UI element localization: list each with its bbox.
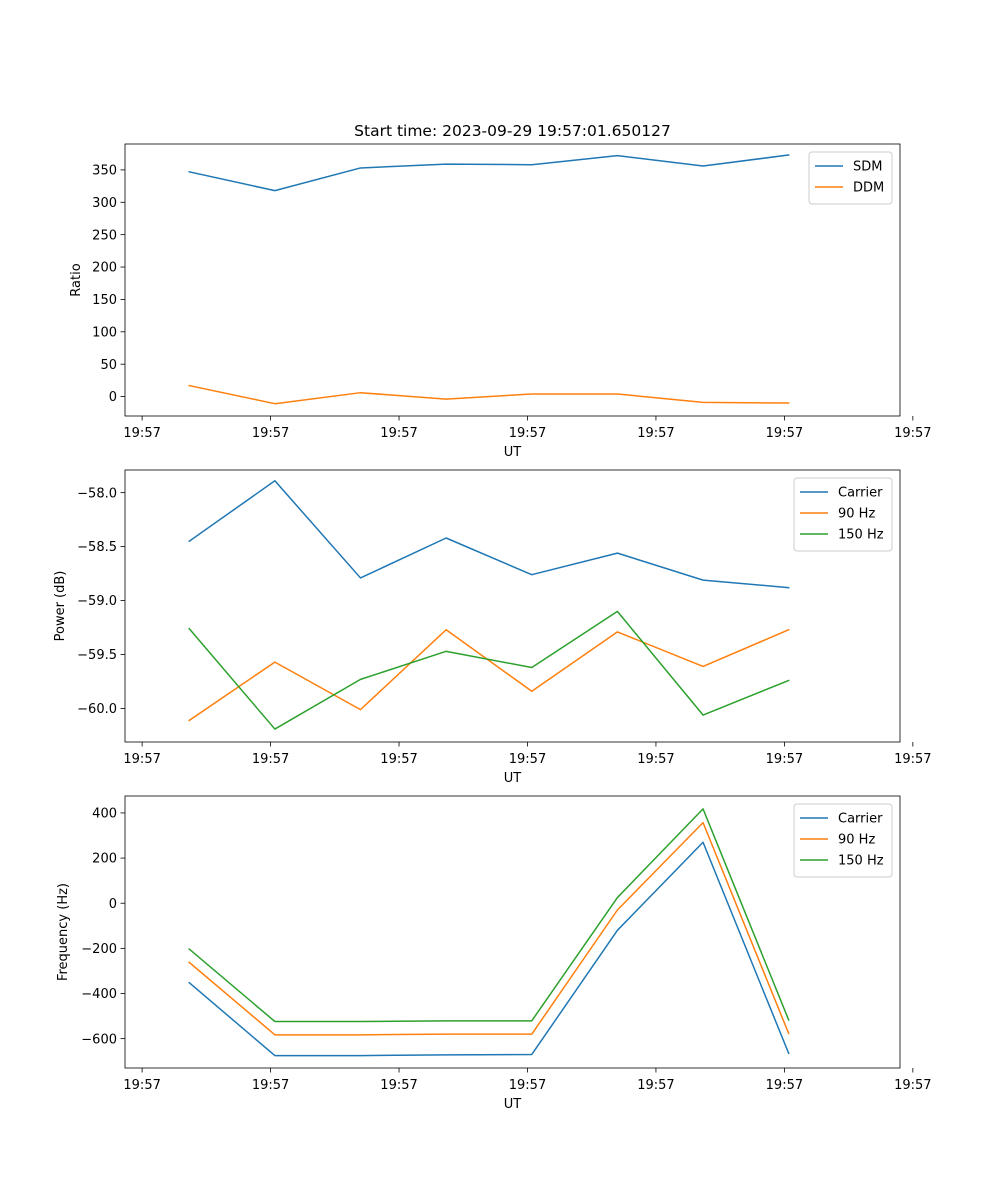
x-tick-label: 19:57 — [123, 752, 160, 767]
x-tick-label: 19:57 — [123, 426, 160, 441]
x-tick-label: 19:57 — [637, 426, 674, 441]
legend-label: Carrier — [838, 812, 883, 827]
y-tick-label: 350 — [92, 164, 117, 179]
x-tick-label: 19:57 — [637, 1078, 674, 1093]
legend: Carrier 90 Hz 150 Hz — [793, 477, 893, 552]
legend-label: Carrier — [838, 486, 883, 501]
x-tick-label: 19:57 — [380, 1078, 417, 1093]
series-line-carrier — [188, 480, 790, 589]
series-line-90-hz — [188, 628, 790, 722]
y-tick-label: −59.0 — [77, 594, 117, 609]
x-tick-label: 19:57 — [123, 1078, 160, 1093]
chart-panel-1: 19:57 19:57 19:57 19:57 19:57 19:57 19:57 0 50 10… — [69, 122, 932, 460]
legend-box — [793, 477, 893, 552]
x-tick-label: 19:57 — [252, 752, 289, 767]
series-line-sdm — [188, 154, 790, 192]
legend: SDM DDM — [808, 151, 893, 205]
x-tick-label: 19:57 — [509, 426, 546, 441]
series-line-90-hz — [188, 821, 790, 1036]
legend-label: 150 Hz — [838, 528, 884, 543]
x-tick-label: 19:57 — [766, 426, 803, 441]
y-tick-label: −400 — [81, 987, 117, 1002]
x-tick-label: 19:57 — [380, 426, 417, 441]
y-tick-label: −600 — [81, 1032, 117, 1047]
legend: Carrier 90 Hz 150 Hz — [793, 803, 893, 878]
y-tick-label: −59.5 — [77, 648, 117, 663]
y-tick-label: −200 — [81, 942, 117, 957]
x-tick-label: 19:57 — [509, 752, 546, 767]
legend-box — [808, 151, 893, 205]
x-tick-label: 19:57 — [252, 1078, 289, 1093]
y-tick-label: 100 — [92, 325, 117, 340]
chart-title: Start time: 2023-09-29 19:57:01.650127 — [354, 122, 671, 140]
legend-box — [793, 803, 893, 878]
y-tick-label: 300 — [92, 196, 117, 211]
legend-label: SDM — [853, 160, 882, 175]
x-tick-label: 19:57 — [766, 752, 803, 767]
x-axis-label: UT — [504, 771, 522, 786]
series-line-carrier — [188, 841, 790, 1057]
y-tick-label: 200 — [92, 261, 117, 276]
y-tick-label: −60.0 — [77, 702, 117, 717]
series-line-ddm — [188, 384, 790, 405]
legend-label: DDM — [853, 181, 884, 196]
legend-label: 150 Hz — [838, 854, 884, 869]
y-axis-label: Frequency (Hz) — [56, 883, 71, 981]
y-axis-label: Ratio — [69, 263, 84, 296]
x-tick-label: 19:57 — [252, 426, 289, 441]
y-tick-label: 50 — [100, 358, 117, 373]
x-axis-label: UT — [504, 445, 522, 460]
x-tick-label: 19:57 — [766, 1078, 803, 1093]
series-line-150-hz — [188, 610, 790, 730]
y-axis-label: Power (dB) — [53, 571, 68, 642]
y-tick-label: 200 — [92, 852, 117, 867]
y-tick-label: 0 — [109, 390, 117, 405]
y-tick-label: 250 — [92, 228, 117, 243]
chart-panel-2: 19:57 19:57 19:57 19:57 19:57 19:57 19:57 −60.0… — [53, 469, 932, 786]
x-tick-label: 19:57 — [637, 752, 674, 767]
axes-frame — [124, 143, 901, 417]
axes-frame — [124, 469, 901, 743]
legend-label: 90 Hz — [838, 507, 875, 522]
x-axis-label: UT — [504, 1097, 522, 1112]
y-tick-label: 0 — [109, 897, 117, 912]
y-tick-label: −58.5 — [77, 540, 117, 555]
legend-label: 90 Hz — [838, 833, 875, 848]
x-tick-label: 19:57 — [894, 752, 931, 767]
x-tick-label: 19:57 — [894, 1078, 931, 1093]
y-tick-label: 400 — [92, 807, 117, 822]
x-tick-label: 19:57 — [509, 1078, 546, 1093]
x-tick-label: 19:57 — [894, 426, 931, 441]
y-tick-label: −58.0 — [77, 486, 117, 501]
x-tick-label: 19:57 — [380, 752, 417, 767]
chart-panel-3: 19:57 19:57 19:57 19:57 19:57 19:57 19:57 −600 −… — [56, 795, 932, 1112]
series-line-150-hz — [188, 808, 790, 1023]
axes-frame — [124, 795, 901, 1069]
y-tick-label: 150 — [92, 293, 117, 308]
